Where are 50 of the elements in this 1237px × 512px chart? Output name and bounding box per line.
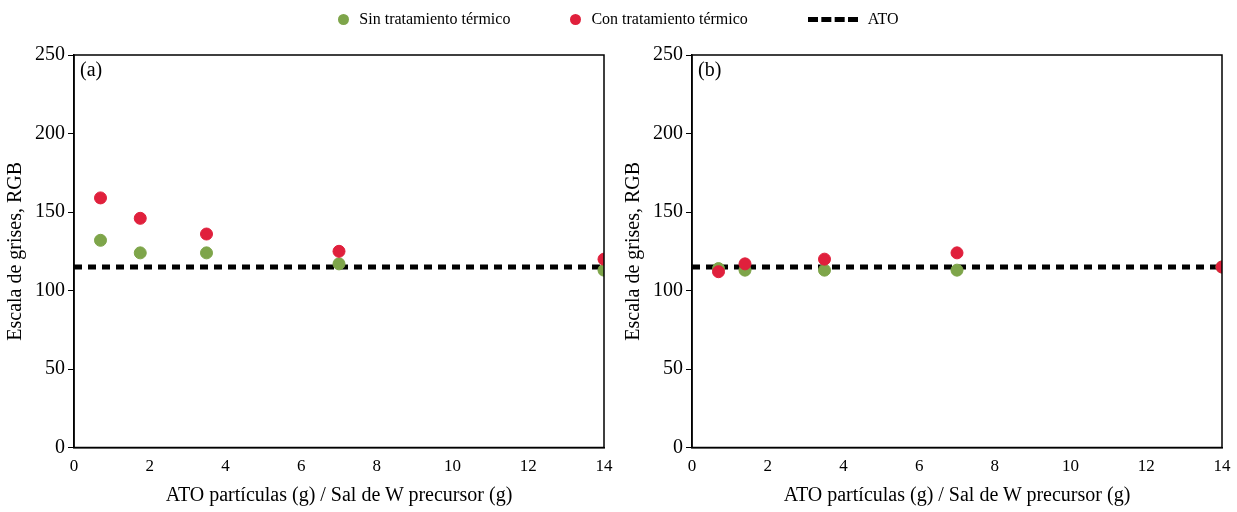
x-tick-label: 0 bbox=[687, 456, 697, 476]
legend-label: ATO bbox=[867, 10, 899, 28]
x-tick-label: 8 bbox=[990, 456, 1000, 476]
chart-title: (a) bbox=[80, 58, 103, 82]
y-tick-label: 50 bbox=[663, 356, 683, 379]
legend-label: Sin tratamiento térmico bbox=[359, 10, 511, 28]
point bbox=[950, 263, 964, 277]
x-tick-label: 12 bbox=[519, 456, 537, 476]
point bbox=[332, 244, 346, 258]
x-tick-label: 10 bbox=[444, 456, 462, 476]
point bbox=[818, 252, 831, 266]
x-axis-title: ATO partículas (g) / Sal de W precursor (g) bbox=[165, 483, 513, 507]
x-tick-label: 4 bbox=[839, 456, 849, 476]
y-axis-title: Escala de grises, RGB bbox=[3, 161, 27, 341]
point bbox=[200, 227, 213, 241]
x-tick-label: 14 bbox=[595, 456, 613, 476]
y-tick-label: 200 bbox=[653, 120, 683, 143]
y-tick-label: 0 bbox=[55, 434, 65, 457]
x-tick-label: 12 bbox=[1137, 456, 1155, 476]
y-tick-label: 150 bbox=[35, 199, 65, 222]
point bbox=[94, 191, 107, 205]
x-tick-label: 10 bbox=[1062, 456, 1080, 476]
chart-title: (b) bbox=[698, 58, 722, 82]
y-tick-label: 100 bbox=[35, 277, 65, 300]
point bbox=[200, 246, 213, 260]
y-tick-label: 150 bbox=[653, 199, 683, 222]
x-axis-title: ATO partículas (g) / Sal de W precursor (g) bbox=[783, 483, 1131, 507]
point bbox=[818, 263, 831, 277]
y-tick-label: 100 bbox=[653, 277, 683, 300]
x-tick-label: 0 bbox=[69, 456, 79, 476]
point bbox=[738, 257, 752, 271]
point bbox=[133, 211, 147, 225]
y-tick-label: 50 bbox=[45, 356, 65, 379]
point bbox=[332, 257, 346, 271]
legend-label: Con tratamiento térmico bbox=[591, 10, 748, 28]
x-tick-label: 8 bbox=[372, 456, 382, 476]
point bbox=[94, 233, 107, 247]
x-tick-label: 2 bbox=[145, 456, 154, 476]
y-axis-title: Escala de grises, RGB bbox=[621, 161, 645, 341]
point bbox=[133, 246, 147, 260]
point bbox=[950, 246, 964, 260]
y-tick-label: 0 bbox=[673, 434, 683, 457]
x-tick-label: 2 bbox=[763, 456, 772, 476]
y-tick-label: 250 bbox=[653, 42, 683, 65]
y-tick-label: 250 bbox=[35, 42, 65, 65]
x-tick-label: 14 bbox=[1213, 456, 1231, 476]
y-tick-label: 200 bbox=[35, 120, 65, 143]
x-tick-label: 6 bbox=[296, 456, 306, 476]
x-tick-label: 6 bbox=[914, 456, 924, 476]
x-tick-label: 4 bbox=[221, 456, 231, 476]
